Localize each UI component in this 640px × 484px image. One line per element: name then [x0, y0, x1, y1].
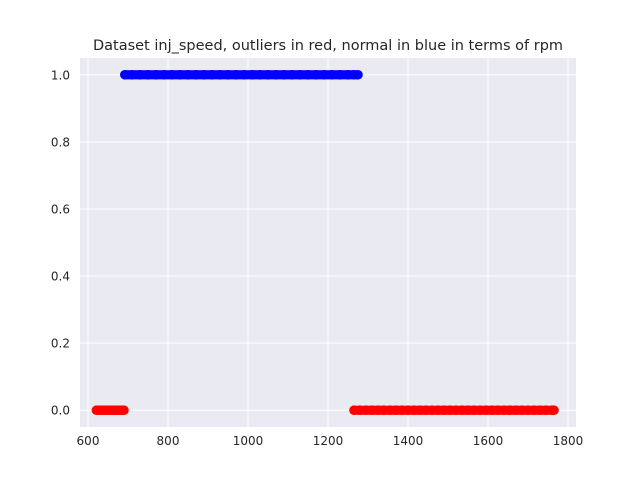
data-point: [263, 69, 273, 80]
data-point: [135, 69, 145, 80]
x-tick-label: 800: [157, 434, 180, 448]
x-tick-label: 1400: [393, 434, 424, 448]
x-tick-label: 1600: [473, 434, 504, 448]
data-point: [303, 69, 313, 80]
data-point: [271, 69, 281, 80]
data-point: [183, 69, 193, 80]
data-point: [223, 69, 233, 80]
grid-lines: [80, 58, 576, 427]
data-point: [549, 405, 559, 416]
data-point: [143, 69, 153, 80]
y-tick-label: 0.6: [51, 202, 70, 216]
data-point: [287, 69, 297, 80]
data-point: [127, 69, 137, 80]
y-tick-label: 0.8: [51, 135, 70, 149]
chart-title: Dataset inj_speed, outliers in red, norm…: [93, 38, 563, 54]
x-tick-label: 600: [77, 434, 100, 448]
data-point: [335, 69, 345, 80]
data-point: [231, 69, 241, 80]
data-point: [255, 69, 265, 80]
data-point: [215, 69, 225, 80]
data-point: [167, 69, 177, 80]
data-point: [191, 69, 201, 80]
y-tick-label: 1.0: [51, 68, 70, 82]
data-point: [120, 69, 130, 80]
data-point: [327, 69, 337, 80]
data-point: [295, 69, 305, 80]
x-tick-labels: 600 800 1000 1200 1400 1600 1800: [77, 434, 584, 448]
data-points: [91, 69, 559, 416]
data-point: [159, 69, 169, 80]
data-point: [247, 69, 257, 80]
y-tick-labels: 0.0 0.2 0.4 0.6 0.8 1.0: [51, 68, 70, 417]
x-tick-label: 1000: [233, 434, 264, 448]
data-point: [199, 69, 209, 80]
data-point: [353, 69, 363, 80]
data-point: [175, 69, 185, 80]
x-tick-label: 1800: [553, 434, 584, 448]
data-point: [239, 69, 249, 80]
data-point: [119, 405, 129, 416]
data-point: [311, 69, 321, 80]
data-point: [319, 69, 329, 80]
y-tick-label: 0.0: [51, 404, 70, 418]
y-tick-label: 0.4: [51, 270, 70, 284]
x-tick-label: 1200: [313, 434, 344, 448]
data-point: [151, 69, 161, 80]
data-point: [207, 69, 217, 80]
data-point: [279, 69, 289, 80]
y-tick-label: 0.2: [51, 337, 70, 351]
